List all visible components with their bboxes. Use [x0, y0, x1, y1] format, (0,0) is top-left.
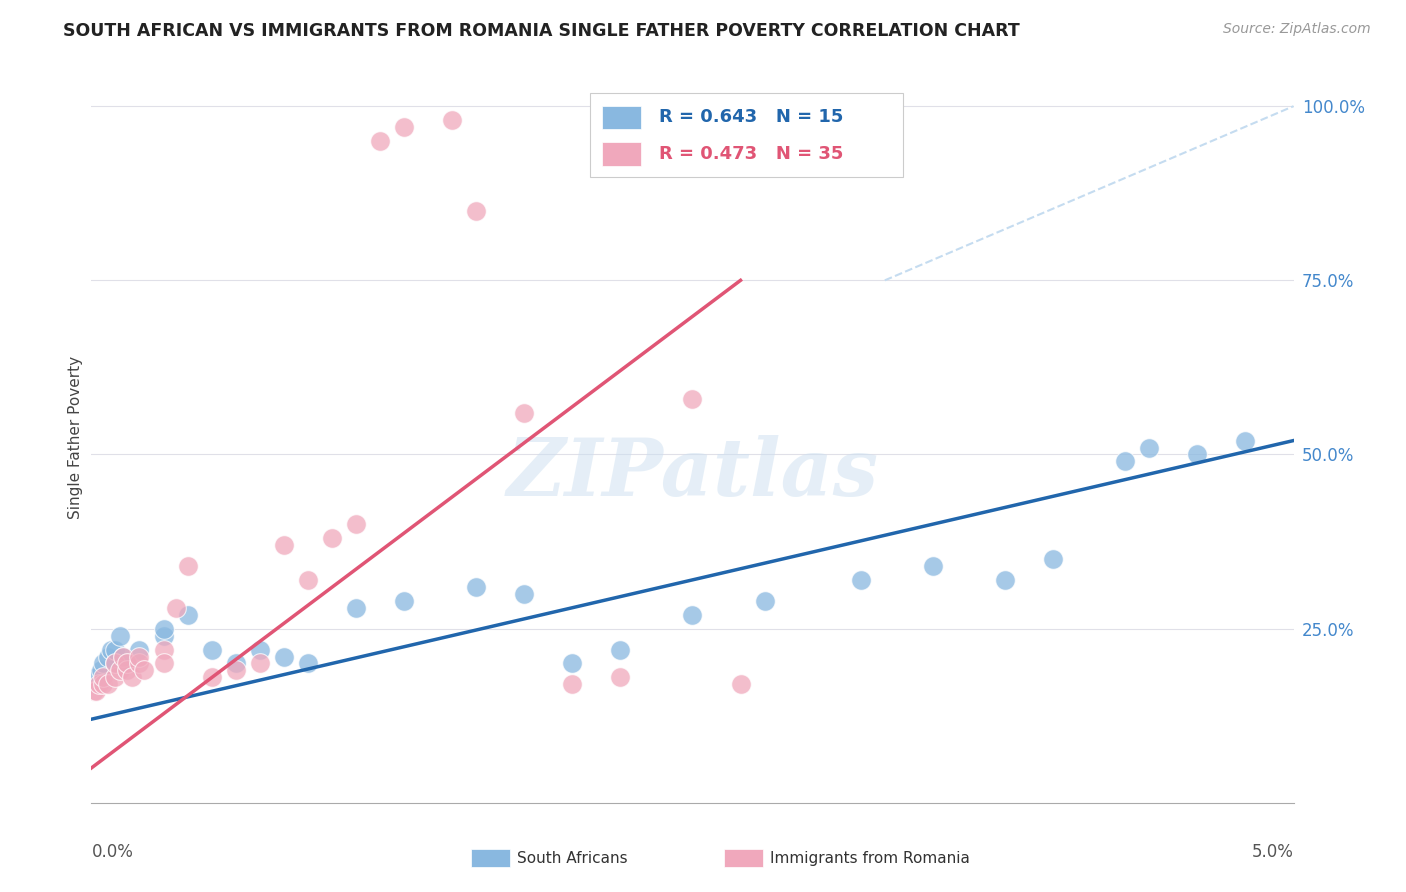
Point	[93, 670, 115, 684]
Point	[104, 642, 127, 657]
Point	[83, 684, 105, 698]
Point	[152, 629, 174, 643]
Point	[994, 573, 1017, 587]
Point	[97, 649, 120, 664]
Point	[117, 664, 139, 678]
Point	[273, 649, 295, 664]
FancyBboxPatch shape	[591, 94, 903, 178]
Point	[1042, 552, 1064, 566]
Point	[440, 113, 463, 128]
Point	[609, 642, 631, 657]
Point	[100, 642, 122, 657]
Point	[225, 664, 247, 678]
Point	[730, 677, 752, 691]
Point	[273, 538, 295, 552]
Point	[93, 657, 115, 671]
Point	[1114, 454, 1136, 468]
Point	[1187, 448, 1209, 462]
FancyBboxPatch shape	[602, 143, 641, 166]
Point	[368, 134, 391, 148]
Point	[128, 642, 150, 657]
Point	[681, 607, 703, 622]
Point	[249, 657, 271, 671]
Point	[121, 670, 143, 684]
Point	[1234, 434, 1257, 448]
Point	[849, 573, 872, 587]
Point	[513, 406, 536, 420]
Text: SOUTH AFRICAN VS IMMIGRANTS FROM ROMANIA SINGLE FATHER POVERTY CORRELATION CHART: SOUTH AFRICAN VS IMMIGRANTS FROM ROMANIA…	[63, 22, 1019, 40]
Point	[84, 670, 107, 684]
Point	[93, 677, 115, 691]
Point	[176, 558, 198, 573]
Text: R = 0.643   N = 15: R = 0.643 N = 15	[659, 109, 844, 127]
Point	[152, 657, 174, 671]
Text: Source: ZipAtlas.com: Source: ZipAtlas.com	[1223, 22, 1371, 37]
Text: 5.0%: 5.0%	[1251, 843, 1294, 861]
Point	[561, 677, 583, 691]
Point	[344, 517, 367, 532]
Point	[84, 684, 107, 698]
Point	[249, 642, 271, 657]
Text: Immigrants from Romania: Immigrants from Romania	[770, 851, 970, 865]
Point	[90, 664, 112, 678]
Point	[104, 657, 127, 671]
Point	[297, 657, 319, 671]
Point	[110, 629, 132, 643]
Point	[465, 203, 488, 218]
Point	[225, 657, 247, 671]
Point	[321, 531, 343, 545]
Point	[134, 664, 156, 678]
Point	[128, 657, 150, 671]
Point	[165, 600, 187, 615]
Point	[201, 670, 224, 684]
Point	[97, 677, 120, 691]
Point	[392, 120, 415, 134]
Point	[111, 649, 134, 664]
Point	[681, 392, 703, 406]
Point	[128, 649, 150, 664]
Point	[117, 657, 139, 671]
Y-axis label: Single Father Poverty: Single Father Poverty	[67, 356, 83, 518]
Point	[609, 670, 631, 684]
Point	[87, 677, 110, 691]
Point	[465, 580, 488, 594]
Point	[1137, 441, 1160, 455]
Text: R = 0.473   N = 35: R = 0.473 N = 35	[659, 145, 844, 163]
Point	[111, 649, 134, 664]
Point	[104, 657, 127, 671]
FancyBboxPatch shape	[602, 106, 641, 129]
Point	[513, 587, 536, 601]
Text: South Africans: South Africans	[517, 851, 628, 865]
Point	[104, 670, 127, 684]
Point	[152, 642, 174, 657]
Point	[754, 594, 776, 608]
Text: ZIPatlas: ZIPatlas	[506, 435, 879, 512]
Point	[392, 594, 415, 608]
Point	[561, 657, 583, 671]
Point	[922, 558, 945, 573]
Point	[152, 622, 174, 636]
Point	[344, 600, 367, 615]
Text: 0.0%: 0.0%	[91, 843, 134, 861]
Point	[201, 642, 224, 657]
Point	[110, 664, 132, 678]
Point	[176, 607, 198, 622]
Point	[297, 573, 319, 587]
Point	[117, 657, 139, 671]
